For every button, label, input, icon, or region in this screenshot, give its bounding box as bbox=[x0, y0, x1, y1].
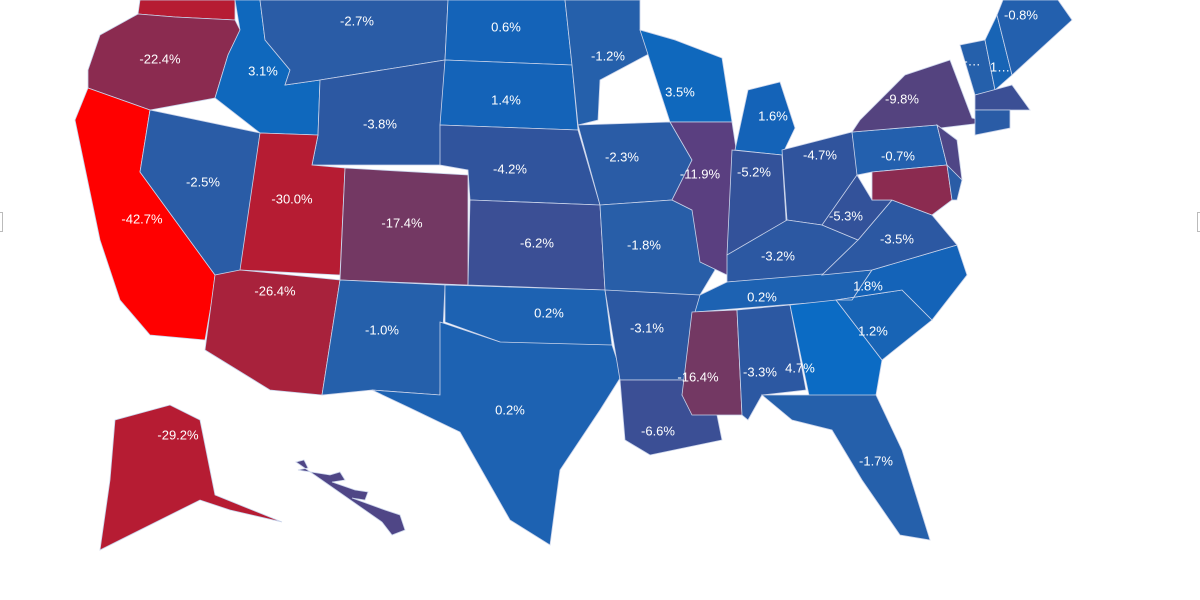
right-scroll-handle[interactable] bbox=[1197, 212, 1200, 232]
state-region-ct bbox=[974, 109, 1011, 136]
state-value-label-ia: -2.3% bbox=[605, 149, 639, 164]
state-value-label-me: -0.8% bbox=[1004, 7, 1038, 22]
state-value-label-ky: -3.2% bbox=[761, 248, 795, 263]
state-region-wy bbox=[311, 59, 446, 166]
state-value-label-la: -6.6% bbox=[641, 423, 675, 438]
state-value-label-ga: 4.7% bbox=[785, 360, 815, 375]
state-value-label-nm: -1.0% bbox=[365, 322, 399, 337]
state-value-label-sc: 1.2% bbox=[858, 323, 888, 338]
state-value-label-ks: -6.2% bbox=[520, 235, 554, 250]
left-scroll-handle[interactable] bbox=[0, 212, 3, 232]
state-value-label-mi: 1.6% bbox=[758, 108, 788, 123]
state-region-hi bbox=[295, 459, 406, 536]
state-value-label-ar: -3.1% bbox=[630, 320, 664, 335]
state-region-ms bbox=[681, 309, 743, 416]
state-value-label-al: -3.3% bbox=[743, 364, 777, 379]
state-region-me bbox=[996, 0, 1073, 76]
state-value-label-az: -26.4% bbox=[254, 283, 296, 298]
state-region-ga bbox=[789, 299, 883, 401]
state-value-label-mo: -1.8% bbox=[627, 237, 661, 252]
state-value-label-wv: -5.3% bbox=[829, 208, 863, 223]
state-region-mn bbox=[564, 0, 677, 126]
state-value-label-in: -5.2% bbox=[737, 164, 771, 179]
state-value-label-sd: 1.4% bbox=[491, 92, 521, 107]
state-value-label-ut: -30.0% bbox=[271, 191, 313, 206]
state-value-label-nv: -2.5% bbox=[186, 174, 220, 189]
state-value-label-pa: -0.7% bbox=[881, 148, 915, 163]
state-value-label-vt: -… bbox=[963, 53, 980, 68]
state-value-label-fl: -1.7% bbox=[859, 453, 893, 468]
state-value-label-wi: 3.5% bbox=[665, 84, 695, 99]
state-region-fl bbox=[760, 394, 931, 541]
state-value-label-il: -11.9% bbox=[680, 166, 721, 181]
state-value-label-ak: -29.2% bbox=[157, 427, 199, 442]
state-value-label-ok: 0.2% bbox=[534, 305, 564, 320]
state-region-ak bbox=[99, 404, 283, 551]
state-value-label-ca: -42.7% bbox=[121, 211, 163, 226]
state-value-label-tn: 0.2% bbox=[747, 289, 777, 304]
state-value-label-ne: -4.2% bbox=[493, 161, 527, 176]
state-region-il bbox=[669, 121, 738, 276]
state-value-label-ms: -16.4% bbox=[677, 369, 719, 384]
state-region-tx bbox=[371, 321, 623, 546]
state-value-label-or: -22.4% bbox=[139, 51, 181, 66]
state-value-label-wy: -3.8% bbox=[363, 116, 397, 131]
state-value-label-mn: -1.2% bbox=[591, 48, 625, 63]
state-value-label-tx: 0.2% bbox=[495, 402, 525, 417]
state-value-label-nh: 1… bbox=[990, 59, 1010, 74]
state-value-label-va: -3.5% bbox=[880, 231, 914, 246]
state-region-nm bbox=[321, 279, 446, 396]
state-value-label-mt: -2.7% bbox=[340, 13, 374, 28]
state-value-label-id: 3.1% bbox=[248, 63, 278, 78]
state-value-label-nc: 1.8% bbox=[853, 278, 883, 293]
state-region-de bbox=[946, 163, 963, 201]
state-value-label-co: -17.4% bbox=[381, 215, 423, 230]
state-value-label-oh: -4.7% bbox=[803, 147, 837, 162]
state-value-label-ny: -9.8% bbox=[885, 91, 919, 106]
state-region-wi bbox=[639, 29, 733, 123]
state-value-label-nd: 0.6% bbox=[491, 19, 521, 34]
state-region-ma bbox=[974, 84, 1031, 111]
